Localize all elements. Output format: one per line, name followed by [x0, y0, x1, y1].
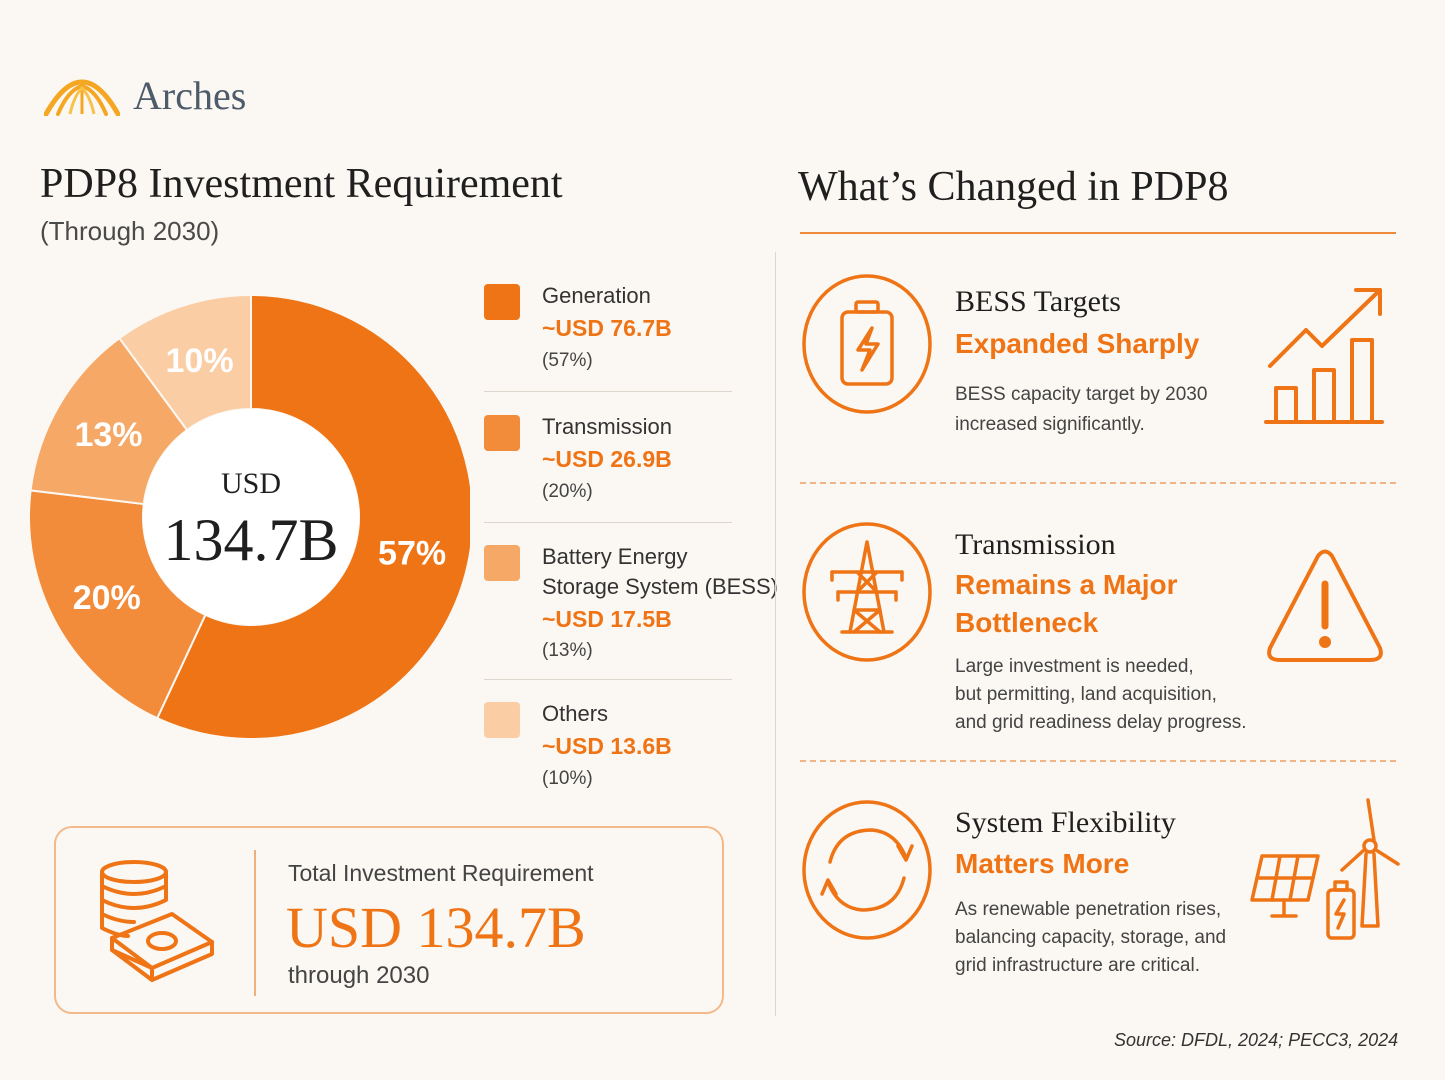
change-title-transmission: Transmission [955, 528, 1116, 561]
legend-name: Others [542, 701, 609, 726]
investment-title: PDP8 Investment Requirement [40, 161, 563, 207]
refresh-cycle-icon [802, 800, 932, 940]
legend-divider [484, 522, 732, 523]
legend-divider [484, 679, 732, 680]
legend-value: ~USD 17.5B [542, 606, 672, 632]
legend-item-others: Others ~USD 13.6B (10%) [484, 698, 734, 798]
legend-percent: (20%) [542, 481, 593, 502]
donut-label-transmission: 20% [73, 579, 141, 617]
arch-logo-icon [44, 79, 120, 116]
legend-swatch [484, 702, 520, 738]
legend-percent: (13%) [542, 640, 593, 661]
legend-name: Generation [542, 283, 651, 308]
card-divider [254, 850, 256, 996]
investment-donut-chart: 57% 20% 13% 10% USD 134.7B [30, 293, 470, 740]
donut-center [143, 409, 359, 625]
battery-icon [802, 274, 932, 414]
legend-name: Transmission [542, 414, 672, 439]
legend-item-bess: Battery Energy Storage System (BESS) ~US… [484, 541, 778, 671]
change-desc-line: grid infrastructure are critical. [955, 955, 1200, 976]
legend-item-generation: Generation ~USD 76.7B (57%) [484, 280, 734, 380]
change-desc-line: and grid readiness delay progress. [955, 712, 1247, 733]
title-rule [800, 232, 1396, 234]
change-subtitle-bess: Expanded Sharply [955, 328, 1200, 359]
legend-value: ~USD 26.9B [542, 446, 672, 472]
source-note: Source: DFDL, 2024; PECC3, 2024 [1114, 1030, 1399, 1050]
brand-name: Arches [133, 73, 247, 118]
transmission-tower-icon [802, 522, 932, 662]
legend-value: ~USD 76.7B [542, 315, 672, 341]
legend-name: Battery Energy [542, 544, 688, 569]
donut-label-bess: 13% [74, 416, 142, 454]
renewables-icon [1250, 798, 1400, 940]
total-investment-card [54, 826, 724, 1014]
column-divider [775, 252, 776, 1016]
legend-swatch [484, 415, 520, 451]
legend-item-transmission: Transmission ~USD 26.9B (20%) [484, 411, 734, 511]
change-desc-line: increased significantly. [955, 414, 1145, 435]
change-desc-line: Large investment is needed, [955, 656, 1194, 677]
legend-swatch [484, 545, 520, 581]
total-label: Total Investment Requirement [288, 860, 594, 886]
legend-swatch [484, 284, 520, 320]
legend-divider [484, 391, 732, 392]
growth-bar-chart-icon [1264, 288, 1384, 424]
money-stack-icon [100, 860, 214, 982]
section-divider [800, 760, 1396, 762]
change-subtitle-flexibility: Matters More [955, 848, 1130, 879]
donut-label-others: 10% [166, 342, 234, 380]
donut-center-value: 134.7B [163, 507, 338, 573]
legend-value: ~USD 13.6B [542, 733, 672, 759]
change-desc-line: As renewable penetration rises, [955, 899, 1222, 920]
legend-percent: (57%) [542, 350, 593, 371]
change-desc-line: BESS capacity target by 2030 [955, 384, 1208, 405]
change-desc-line: balancing capacity, storage, and [955, 927, 1227, 948]
legend-name-line2: Storage System (BESS) [542, 574, 778, 599]
change-desc-line: but permitting, land acquisition, [955, 684, 1217, 705]
investment-subtitle: (Through 2030) [40, 216, 220, 246]
legend-percent: (10%) [542, 768, 593, 789]
change-title-bess: BESS Targets [955, 285, 1121, 318]
total-value: USD 134.7B [286, 895, 586, 960]
total-note: through 2030 [288, 962, 430, 989]
change-title-flexibility: System Flexibility [955, 806, 1176, 839]
warning-icon [1267, 549, 1383, 662]
section-divider [800, 482, 1396, 484]
change-subtitle-transmission-line2: Bottleneck [955, 607, 1099, 638]
change-subtitle-transmission: Remains a Major [955, 569, 1178, 600]
donut-label-generation: 57% [378, 535, 446, 573]
changes-title: What’s Changed in PDP8 [798, 164, 1229, 210]
donut-center-label: USD [221, 467, 281, 500]
